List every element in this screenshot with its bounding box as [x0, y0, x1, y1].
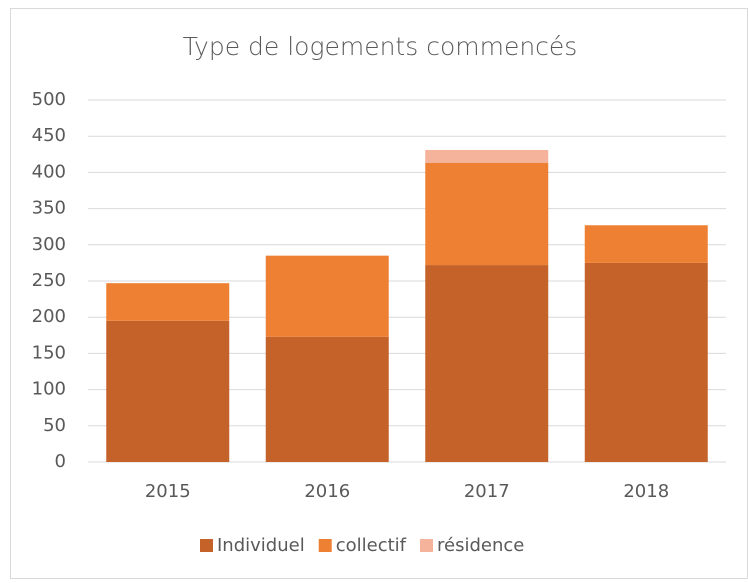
legend-swatch — [318, 539, 332, 552]
y-tick-label: 200 — [32, 306, 66, 327]
y-tick-label: 150 — [32, 342, 66, 363]
legend-swatch — [420, 539, 433, 552]
legend-swatch — [200, 539, 213, 552]
bar-segment — [584, 262, 708, 462]
bar-segment — [265, 336, 389, 462]
legend-label: Individuel — [217, 535, 305, 556]
y-tick-label: 100 — [32, 379, 66, 400]
legend-label: résidence — [437, 535, 524, 556]
y-tick-label: 250 — [32, 270, 66, 291]
legend-label: collectif — [336, 535, 407, 556]
bar-segment — [425, 265, 549, 462]
y-tick-label: 400 — [32, 161, 66, 182]
y-tick-label: 300 — [32, 234, 66, 255]
bar-segment — [584, 225, 708, 263]
y-tick-label: 500 — [32, 89, 66, 110]
x-tick-label: 2015 — [145, 481, 191, 502]
bar-segment — [106, 320, 230, 462]
x-tick-label: 2016 — [304, 481, 350, 502]
x-tick-label: 2017 — [464, 481, 510, 502]
bar-segment — [265, 255, 389, 337]
bar-segment — [106, 283, 230, 321]
y-tick-label: 450 — [32, 125, 66, 146]
bar-segment — [425, 149, 549, 163]
y-tick-label: 50 — [43, 415, 66, 436]
x-tick-label: 2018 — [623, 481, 669, 502]
chart-title: Type de logements commencés — [183, 32, 578, 61]
bar-segment — [425, 162, 549, 266]
y-tick-label: 0 — [55, 451, 66, 472]
y-tick-label: 350 — [32, 198, 66, 219]
